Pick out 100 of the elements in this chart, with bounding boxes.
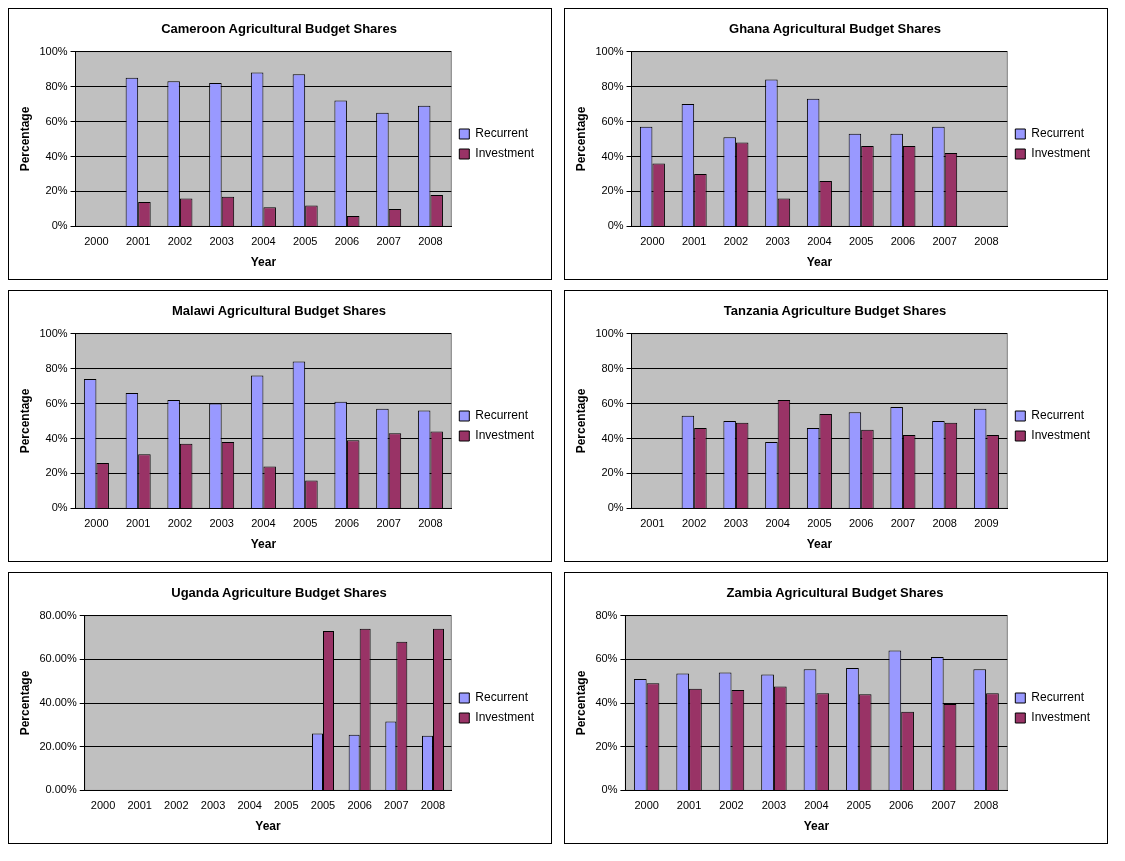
x-tick-label: 2001 xyxy=(640,517,665,530)
chart-title: Cameroon Agricultural Budget Shares xyxy=(161,21,397,37)
y-tick-label: 0.00% xyxy=(45,783,77,796)
y-axis-title: Percentage xyxy=(573,106,588,172)
legend-label: Investment xyxy=(1031,428,1091,443)
x-axis-title: Year xyxy=(806,255,833,270)
y-axis-title: Percentage xyxy=(17,388,32,454)
y-tick-label: 60% xyxy=(45,114,68,127)
chart-title: Tanzania Agriculture Budget Shares xyxy=(723,303,947,319)
y-tick-label: 40% xyxy=(601,431,624,444)
x-tick-label: 2006 xyxy=(334,235,360,248)
legend-label: Recurrent xyxy=(475,126,529,141)
x-tick-label: 2001 xyxy=(125,517,151,530)
y-tick-label: 0% xyxy=(601,783,618,796)
x-tick-label: 2002 xyxy=(719,799,744,812)
x-tick-label: 2005 xyxy=(807,517,832,530)
y-tick-label: 100% xyxy=(595,44,624,57)
x-tick-label: 2007 xyxy=(890,517,916,530)
x-tick-label: 2003 xyxy=(209,517,234,530)
legend-label: Recurrent xyxy=(1031,126,1085,141)
x-tick-label: 2004 xyxy=(251,517,276,530)
x-tick-label: 2004 xyxy=(807,235,832,248)
x-tick-label: 2007 xyxy=(932,235,957,248)
y-tick-label: 80% xyxy=(45,79,68,92)
y-tick-label: 40.00% xyxy=(39,696,77,709)
y-tick-label: 80% xyxy=(601,79,624,92)
legend-label: Recurrent xyxy=(475,690,529,705)
legend-label: Investment xyxy=(1031,146,1091,161)
y-tick-label: 60% xyxy=(601,114,624,127)
legend-label: Recurrent xyxy=(1031,408,1085,423)
x-tick-label: 2002 xyxy=(167,235,193,248)
chart-title: Zambia Agricultural Budget Shares xyxy=(726,585,944,601)
x-tick-label: 2003 xyxy=(761,799,787,812)
x-tick-label: 2004 xyxy=(765,517,790,530)
x-tick-label: 2005 xyxy=(274,799,299,812)
y-tick-label: 0% xyxy=(607,219,624,232)
y-tick-label: 80.00% xyxy=(39,608,77,621)
y-tick-label: 20% xyxy=(595,739,618,752)
x-tick-label: 2008 xyxy=(973,799,999,812)
y-tick-label: 0% xyxy=(607,501,624,514)
x-tick-label: 2008 xyxy=(974,235,999,248)
y-tick-label: 60.00% xyxy=(39,652,77,665)
y-tick-label: 100% xyxy=(39,326,68,339)
x-axis-title: Year xyxy=(806,537,833,552)
x-tick-label: 2003 xyxy=(200,799,226,812)
y-tick-label: 20% xyxy=(601,466,624,479)
x-tick-label: 2003 xyxy=(765,235,790,248)
legend-label: Investment xyxy=(475,710,535,725)
legend-label: Investment xyxy=(475,428,535,443)
x-tick-label: 2008 xyxy=(418,235,443,248)
x-tick-label: 2005 xyxy=(846,799,872,812)
x-axis-title: Year xyxy=(803,819,830,834)
y-tick-label: 100% xyxy=(595,326,624,339)
y-tick-label: 40% xyxy=(45,149,68,162)
x-tick-label: 2008 xyxy=(932,517,957,530)
x-tick-label: 2001 xyxy=(681,235,707,248)
x-tick-label: 2001 xyxy=(676,799,702,812)
y-tick-label: 60% xyxy=(45,396,68,409)
x-tick-label: 2005 xyxy=(310,799,336,812)
x-tick-label: 2007 xyxy=(384,799,409,812)
x-tick-label: 2002 xyxy=(167,517,193,530)
x-tick-label: 2001 xyxy=(127,799,152,812)
x-tick-label: 2004 xyxy=(237,799,262,812)
x-tick-label: 2007 xyxy=(376,235,401,248)
y-axis-title: Percentage xyxy=(17,106,32,172)
x-tick-label: 2007 xyxy=(376,517,401,530)
y-tick-label: 80% xyxy=(595,608,618,621)
y-axis-title: Percentage xyxy=(17,670,32,736)
x-tick-label: 2009 xyxy=(974,517,999,530)
chart-title: Uganda Agriculture Budget Shares xyxy=(171,585,387,601)
x-axis-title: Year xyxy=(250,255,277,270)
y-tick-label: 20% xyxy=(601,184,624,197)
x-tick-label: 2006 xyxy=(334,517,360,530)
chart-title: Ghana Agricultural Budget Shares xyxy=(729,21,941,37)
y-tick-label: 60% xyxy=(601,396,624,409)
y-tick-label: 0% xyxy=(51,501,68,514)
legend-label: Investment xyxy=(1031,710,1091,725)
y-tick-label: 20.00% xyxy=(39,739,77,752)
x-tick-label: 2003 xyxy=(723,517,749,530)
x-tick-label: 2002 xyxy=(723,235,749,248)
x-tick-label: 2004 xyxy=(804,799,829,812)
legend-label: Recurrent xyxy=(475,408,529,423)
x-tick-label: 2000 xyxy=(84,517,109,530)
x-tick-label: 2000 xyxy=(84,235,109,248)
x-tick-label: 2008 xyxy=(418,517,443,530)
x-tick-label: 2000 xyxy=(90,799,116,812)
x-tick-label: 2008 xyxy=(420,799,446,812)
y-axis-title: Percentage xyxy=(573,388,588,454)
x-axis-title: Year xyxy=(250,537,277,552)
x-axis-title: Year xyxy=(255,819,282,834)
legend-label: Recurrent xyxy=(1031,690,1085,705)
x-tick-label: 2005 xyxy=(292,235,318,248)
y-tick-label: 40% xyxy=(601,149,624,162)
x-tick-label: 2007 xyxy=(931,799,956,812)
x-tick-label: 2006 xyxy=(848,517,874,530)
x-tick-label: 2006 xyxy=(888,799,914,812)
x-tick-label: 2002 xyxy=(681,517,707,530)
chart-title: Malawi Agricultural Budget Shares xyxy=(171,303,387,319)
x-tick-label: 2005 xyxy=(292,517,318,530)
x-tick-label: 2001 xyxy=(125,235,151,248)
